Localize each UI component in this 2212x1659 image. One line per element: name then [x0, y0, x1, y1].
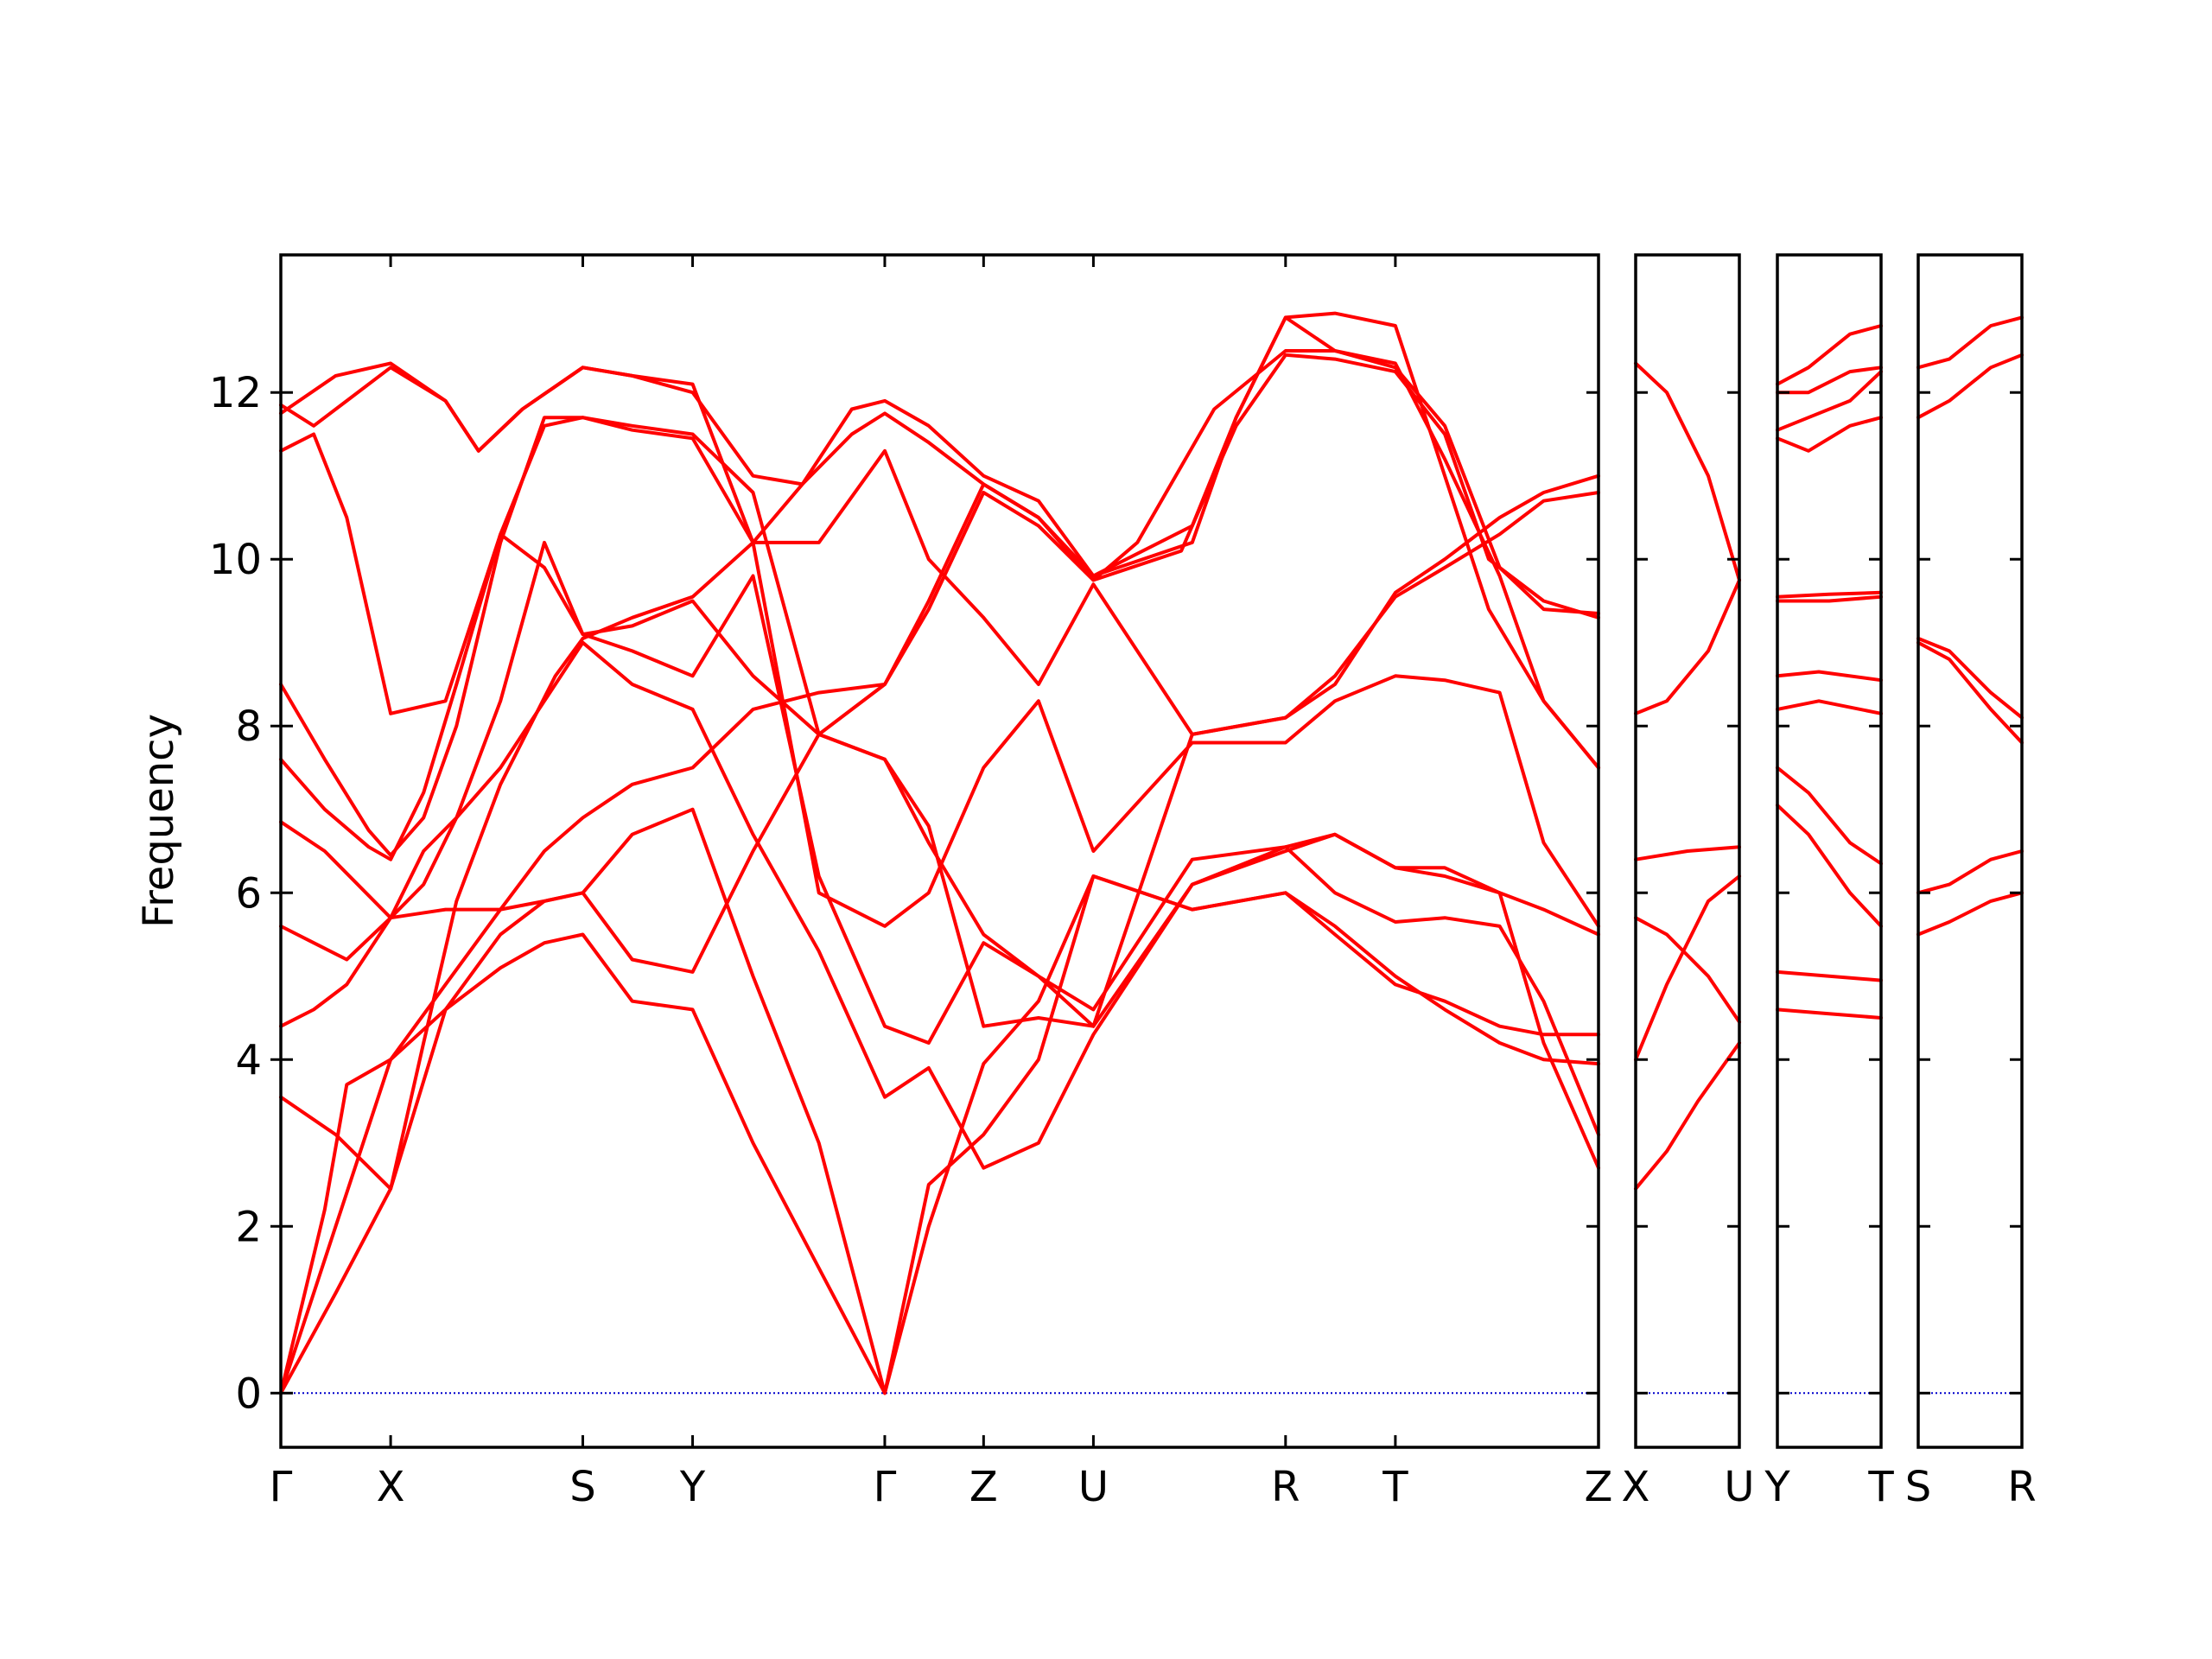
- band-line: [279, 532, 1600, 1045]
- x-tick-label: Γ: [270, 1463, 293, 1511]
- band-line: [279, 353, 1600, 1395]
- band-line: [1916, 891, 2024, 937]
- band-line: [1776, 365, 1883, 395]
- band-line: [1776, 1007, 1883, 1020]
- band-line: [1776, 594, 1883, 603]
- band-line: [279, 416, 1600, 1028]
- x-tick-label: U: [1724, 1463, 1754, 1511]
- panel-frame: [1776, 253, 1883, 1449]
- x-tick-label: Z: [969, 1463, 998, 1511]
- band-line: [1776, 590, 1883, 599]
- band-line: [1634, 578, 1741, 715]
- band-line: [279, 361, 1600, 736]
- band-line: [1916, 636, 2024, 720]
- band-line: [1776, 370, 1883, 432]
- y-tick-label: 8: [235, 702, 262, 751]
- band-line: [279, 315, 1600, 770]
- x-tick-label: T: [1382, 1463, 1408, 1511]
- band-line: [279, 311, 1600, 1395]
- y-tick-label: 10: [209, 536, 262, 584]
- band-line: [279, 416, 1600, 928]
- band-line: [279, 807, 1600, 1395]
- panel-frame: [1916, 253, 2024, 1449]
- x-tick-label: Y: [679, 1463, 706, 1511]
- x-tick-label: X: [377, 1463, 405, 1511]
- band-line: [279, 640, 1600, 1170]
- band-line: [1776, 803, 1883, 928]
- band-line: [1634, 874, 1741, 1062]
- y-tick-label: 4: [235, 1036, 262, 1084]
- x-tick-label: R: [1271, 1463, 1300, 1511]
- band-line: [1916, 315, 2024, 370]
- x-tick-label: Γ: [874, 1463, 897, 1511]
- band-line: [1634, 845, 1741, 861]
- band-line: [1776, 324, 1883, 386]
- x-tick-label: S: [569, 1463, 595, 1511]
- band-line: [1634, 361, 1741, 582]
- y-tick-label: 6: [235, 869, 262, 918]
- band-line: [1776, 969, 1883, 982]
- x-tick-label: X: [1622, 1463, 1650, 1511]
- band-line: [1776, 670, 1883, 683]
- x-tick-label: U: [1078, 1463, 1109, 1511]
- y-tick-label: 0: [235, 1370, 262, 1418]
- band-line: [1916, 849, 2024, 895]
- band-line: [1634, 916, 1741, 1024]
- y-tick-label: 12: [209, 369, 262, 417]
- band-line: [1634, 1041, 1741, 1191]
- x-tick-label: T: [1867, 1463, 1894, 1511]
- panel-frame: [279, 253, 1600, 1449]
- x-tick-label: Y: [1764, 1463, 1790, 1511]
- y-tick-label: 2: [235, 1203, 262, 1251]
- y-axis-label: Frequency: [135, 714, 183, 928]
- band-line: [1916, 640, 2024, 745]
- band-line: [1916, 353, 2024, 420]
- band-line: [1776, 699, 1883, 715]
- x-tick-label: Z: [1585, 1463, 1613, 1511]
- x-tick-label: S: [1905, 1463, 1931, 1511]
- y-axis-ticks: 0 2 4 6 8 10 12: [209, 369, 281, 1418]
- band-line: [1776, 766, 1883, 866]
- band-line: [1776, 416, 1883, 453]
- band-line: [279, 874, 1600, 1395]
- panel-frame: [1634, 253, 1741, 1449]
- x-tick-label: R: [2007, 1463, 2036, 1511]
